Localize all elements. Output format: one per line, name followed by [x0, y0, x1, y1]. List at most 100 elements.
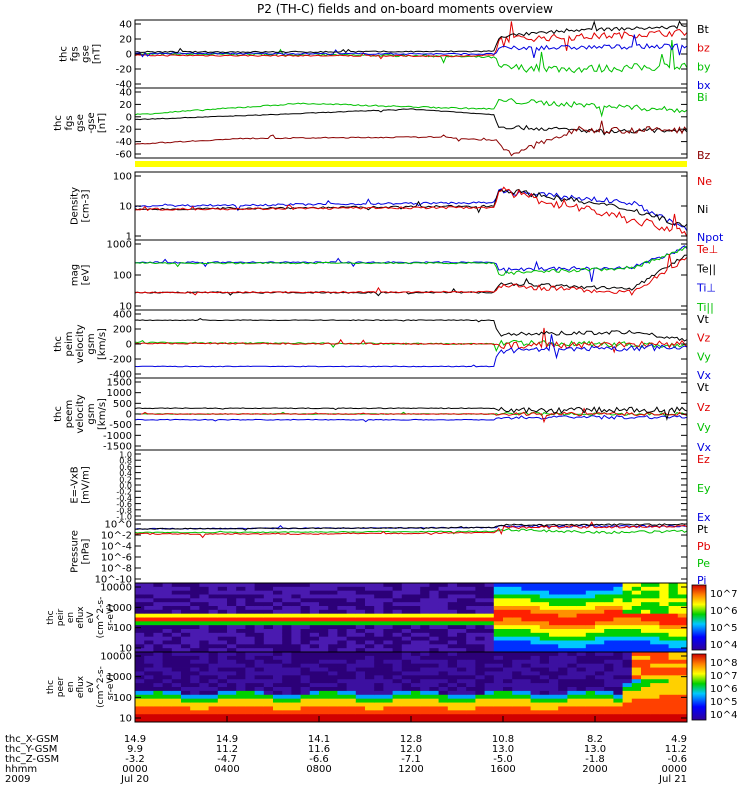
- spectrogram-cell: [309, 718, 320, 723]
- spectrogram-cell: [171, 683, 182, 688]
- spectrogram-cell: [365, 714, 375, 719]
- spectrogram-cell: [319, 583, 329, 588]
- spectrogram-cell: [208, 659, 219, 665]
- spectrogram-cell: [263, 694, 274, 700]
- spectrogram-cell: [595, 659, 605, 665]
- spectrogram-cell: [677, 648, 688, 653]
- spectrogram-cell: [328, 663, 338, 668]
- spectrogram-cell: [595, 710, 605, 715]
- spectrogram-cell: [282, 659, 292, 665]
- spectrogram-cell: [171, 687, 182, 692]
- spectrogram-cell: [254, 690, 265, 696]
- spectrogram-cell: [208, 687, 219, 692]
- spectrogram-cell: [162, 659, 173, 665]
- spectrogram-cell: [401, 609, 412, 615]
- spectrogram-cell: [420, 714, 430, 719]
- spectrogram-cell: [677, 671, 688, 676]
- spectrogram-cell: [328, 694, 338, 700]
- spectrogram-cell: [144, 617, 154, 622]
- x-axis-value: 14.9: [216, 734, 238, 745]
- spectrogram-cell: [641, 590, 651, 595]
- spectrogram-cell: [659, 629, 669, 634]
- y-tick-label: 10^-8: [101, 564, 132, 575]
- x-axis-value: -0.6: [667, 754, 687, 765]
- spectrogram-cell: [503, 602, 513, 607]
- spectrogram-cell: [512, 659, 522, 665]
- spectrogram-cell: [162, 648, 173, 653]
- spectrogram-cell: [521, 613, 531, 618]
- spectrogram-cell: [401, 640, 412, 645]
- spectrogram-cell: [585, 698, 596, 703]
- spectrogram-cell: [383, 621, 393, 626]
- spectrogram-cell: [135, 655, 145, 661]
- spectrogram-cell: [613, 706, 623, 711]
- spectrogram-cell: [576, 690, 587, 696]
- spectrogram-cell: [659, 632, 669, 638]
- spectrogram-cell: [383, 667, 393, 672]
- spectrogram-cell: [530, 590, 541, 595]
- spectrogram-cell: [493, 629, 504, 634]
- spectrogram-cell: [236, 698, 246, 703]
- spectrogram-cell: [144, 710, 154, 715]
- spectrogram-cell: [604, 655, 614, 661]
- spectrogram-cell: [512, 687, 522, 692]
- y-tick-label: -1000: [103, 431, 132, 442]
- spectrogram-cell: [539, 648, 550, 653]
- spectrogram-cell: [181, 663, 191, 668]
- spectrogram-cell: [181, 655, 191, 661]
- spectrogram-cell: [346, 636, 357, 641]
- spectrogram-cell: [181, 609, 191, 615]
- spectrogram-cell: [190, 710, 200, 715]
- spectrogram-cell: [355, 659, 366, 665]
- spectrogram-cell: [273, 659, 283, 665]
- spectrogram-cell: [493, 640, 504, 645]
- spectrogram-cell: [236, 706, 246, 711]
- spectrogram-cell: [475, 640, 485, 645]
- spectrogram-cell: [484, 644, 495, 649]
- spectrogram-cell: [530, 683, 541, 688]
- y-axis-label: velocity: [75, 324, 86, 363]
- spectrogram-cell: [263, 632, 274, 638]
- trace-fgs-gse-1: [134, 21, 688, 60]
- spectrogram-cell: [585, 659, 596, 665]
- spectrogram-cell: [420, 632, 430, 638]
- spectrogram-cell: [355, 687, 366, 692]
- spectrogram-cell: [530, 675, 541, 680]
- spectrogram-cell: [631, 640, 642, 645]
- spectrogram-cell: [503, 613, 513, 618]
- spectrogram-cell: [135, 606, 145, 611]
- spectrogram-cell: [595, 714, 605, 719]
- spectrogram-cell: [539, 698, 550, 703]
- spectrogram-cell: [401, 663, 412, 668]
- spectrogram-cell: [558, 625, 568, 630]
- spectrogram-cell: [512, 702, 522, 707]
- spectrogram-cell: [622, 659, 633, 665]
- spectrogram-cell: [466, 714, 476, 719]
- spectrogram-cell: [291, 652, 301, 657]
- spectrogram-cell: [190, 663, 200, 668]
- spectrogram-cell: [144, 690, 154, 696]
- trace-temperature-2: [134, 254, 688, 297]
- y-axis-label: velocity: [75, 394, 86, 433]
- spectrogram-cell: [383, 629, 393, 634]
- spectrogram-cell: [503, 687, 513, 692]
- spectrogram-cell: [245, 690, 255, 696]
- spectrogram-cell: [438, 667, 449, 672]
- spectrogram-cell: [585, 679, 596, 684]
- spectrogram-cell: [530, 606, 541, 611]
- spectrogram-cell: [668, 636, 679, 641]
- spectrogram-cell: [171, 655, 182, 661]
- spectrogram-cell: [429, 602, 439, 607]
- spectrogram-cell: [245, 648, 255, 653]
- spectrogram-cell: [263, 659, 274, 665]
- spectrogram-cell: [217, 655, 228, 661]
- spectrogram-cell: [319, 671, 329, 676]
- spectrogram-cell: [273, 655, 283, 661]
- spectrogram-cell: [171, 636, 182, 641]
- spectrogram-cell: [429, 606, 439, 611]
- spectrogram-cell: [392, 598, 403, 603]
- spectrogram-cell: [245, 621, 255, 626]
- spectrogram-cell: [263, 594, 274, 599]
- spectrogram-cell: [539, 702, 550, 707]
